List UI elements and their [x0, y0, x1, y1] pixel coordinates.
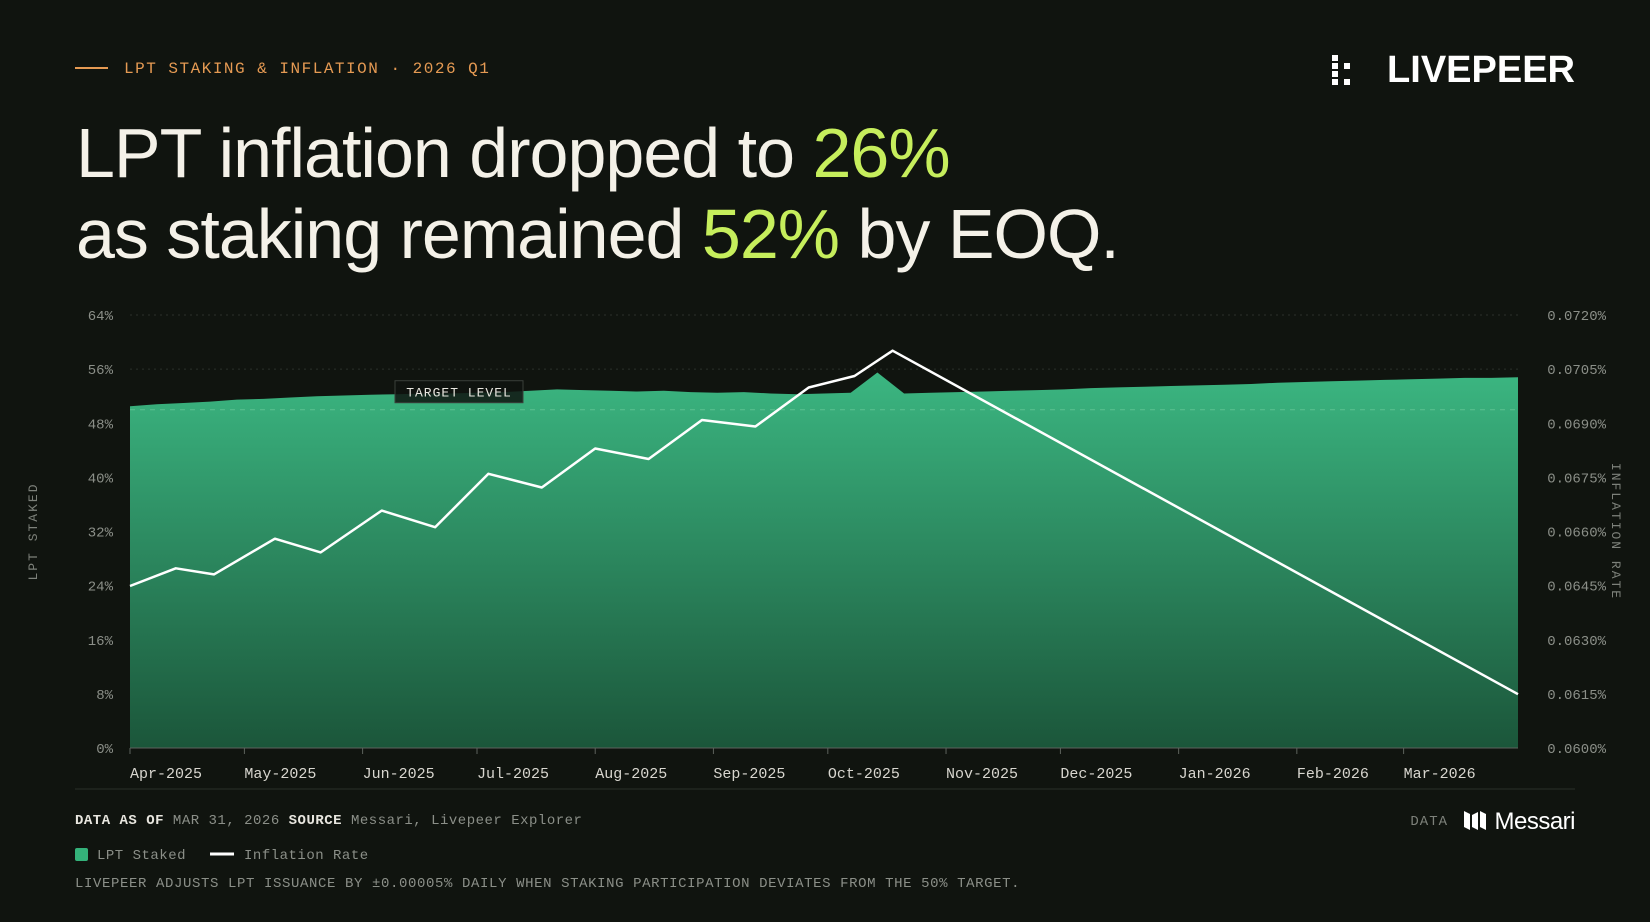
footnote: LIVEPEER ADJUSTS LPT ISSUANCE BY ±0.0000… — [75, 876, 1020, 892]
y-tick-label: 0% — [96, 742, 113, 758]
inflation-line — [129, 349, 1519, 696]
y-tick-label: 16% — [88, 634, 114, 650]
data-label: DATA — [1410, 814, 1448, 830]
y2-tick-label: 0.0720% — [1547, 309, 1606, 325]
target-label-box — [394, 380, 524, 404]
y2-axis-title: INFLATION RATE — [1608, 463, 1623, 600]
chart: 0% 8% 16% 24% 32% 40% 48% 56% 64% 0.0600% 0.0615% 0… — [26, 309, 1623, 783]
x-tick-label: Sep-2025 — [713, 766, 785, 783]
x-tick-label: Jan-2026 — [1179, 766, 1251, 783]
x-tick-label: Oct-2025 — [828, 766, 900, 783]
kicker: LPT STAKING & INFLATION · 2026 Q1 — [124, 60, 490, 78]
x-tick-label: Jun-2025 — [363, 766, 435, 783]
y-tick-label: 56% — [88, 363, 114, 379]
headline-text: as staking remained — [76, 195, 683, 273]
legend: LPT Staked Inflation Rate — [75, 848, 369, 864]
meta-label: SOURCE — [289, 813, 342, 829]
headline-line2: as staking remained 52% by EOQ. — [76, 195, 1119, 273]
meta-value: Messari, Livepeer Explorer — [351, 813, 582, 829]
headline-highlight: 26% — [812, 114, 949, 192]
x-tick-label: Feb-2026 — [1297, 766, 1369, 783]
y2-tick-label: 0.0630% — [1547, 634, 1606, 650]
headline-line1: LPT inflation dropped to 26% — [76, 114, 950, 192]
footer-meta: DATA AS OF MAR 31, 2026 SOURCE Messari, … — [75, 813, 582, 829]
y-tick-label: 32% — [88, 526, 114, 542]
brand-icon — [1332, 55, 1350, 85]
y2-tick-label: 0.0615% — [1547, 688, 1606, 704]
x-tick-label: Apr-2025 — [130, 766, 202, 783]
headline-text: by EOQ. — [857, 195, 1118, 273]
meta-value: MAR 31, 2026 — [173, 813, 280, 829]
meta-label: DATA AS OF — [75, 813, 164, 829]
x-tick-label: Dec-2025 — [1060, 766, 1132, 783]
headline-text: LPT inflation dropped to — [76, 114, 794, 192]
legend-label: Inflation Rate — [244, 848, 369, 864]
headline-highlight: 52% — [702, 195, 839, 273]
data-provider: Messari — [1494, 808, 1575, 835]
y2-tick-label: 0.0705% — [1547, 363, 1606, 379]
y-tick-label: 64% — [88, 309, 114, 325]
y-tick-label: 24% — [88, 580, 114, 596]
y2-tick-label: 0.0660% — [1547, 526, 1606, 542]
target-label: TARGET LEVEL — [406, 386, 512, 401]
x-tick-label: May-2025 — [244, 766, 316, 783]
y-tick-label: 48% — [88, 417, 114, 433]
x-tick-label: Nov-2025 — [946, 766, 1018, 783]
brand: LIVEPEER — [1387, 49, 1575, 91]
y-tick-label: 8% — [96, 688, 113, 704]
y2-tick-label: 0.0600% — [1547, 742, 1606, 758]
y-axis-title: LPT STAKED — [26, 482, 41, 580]
legend-swatch — [75, 848, 88, 861]
x-tick-label: Aug-2025 — [595, 766, 667, 783]
y2-tick-label: 0.0645% — [1547, 580, 1606, 596]
y2-tick-label: 0.0690% — [1547, 417, 1606, 433]
staked-area — [130, 372, 1518, 748]
provider-icon — [1464, 811, 1486, 830]
x-tick-label: Jul-2025 — [477, 766, 549, 783]
y2-tick-label: 0.0675% — [1547, 471, 1606, 487]
x-tick-label: Mar-2026 — [1404, 766, 1476, 783]
legend-label: LPT Staked — [97, 848, 186, 864]
y-tick-label: 40% — [88, 471, 114, 487]
